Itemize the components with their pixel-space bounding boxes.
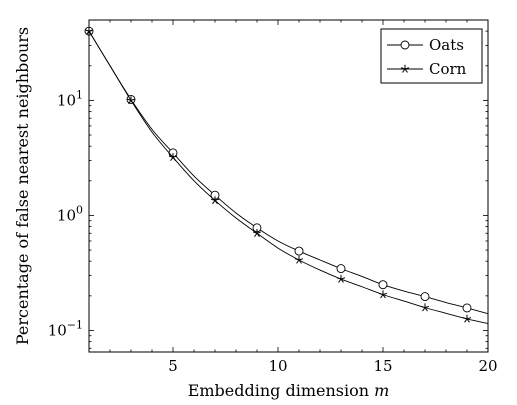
- legend-marker-corn: [400, 64, 410, 73]
- data-point-corn: [252, 229, 262, 237]
- data-point-oats: [294, 246, 304, 256]
- data-point-corn: [294, 255, 304, 264]
- legend-marker-oats: [400, 40, 410, 50]
- y-tick-base: 10: [57, 91, 76, 109]
- y-tick-base: 10: [48, 321, 67, 339]
- y-tick-label: 100: [57, 203, 83, 224]
- data-point-oats: [378, 280, 388, 290]
- legend-box: [380, 28, 483, 84]
- y-tick-label: 10−1: [48, 318, 83, 339]
- x-tick-label: 15: [373, 357, 392, 375]
- y-tick-exponent: 1: [76, 88, 83, 101]
- y-tick-base: 10: [57, 206, 76, 224]
- legend-label-corn: Corn: [429, 60, 467, 78]
- legend: Oats Corn: [380, 28, 483, 84]
- data-point-corn: [210, 196, 220, 205]
- x-axis-label: Embedding dimension m: [188, 381, 390, 400]
- x-tick-label: 10: [268, 357, 287, 375]
- y-tick-label: 101: [57, 88, 83, 109]
- y-tick-exponent: 0: [76, 203, 83, 216]
- data-point-oats: [336, 264, 346, 274]
- y-axis-label: Percentage of false nearest neighbours: [13, 27, 32, 345]
- data-point-oats: [462, 303, 472, 313]
- data-point-corn: [336, 274, 346, 283]
- data-point-corn: [420, 303, 430, 312]
- data-point-corn: [378, 290, 388, 299]
- data-point-corn: [126, 96, 136, 105]
- legend-label-oats: Oats: [429, 36, 464, 54]
- data-point-corn: [462, 314, 472, 323]
- plot-frame: [88, 19, 489, 353]
- data-point-oats: [420, 292, 430, 302]
- x-tick-label: 20: [478, 357, 497, 375]
- x-axis-label-variable: m: [374, 381, 389, 400]
- chart-marks: [84, 26, 489, 324]
- data-point-corn: [168, 153, 178, 162]
- x-tick-label: 5: [168, 357, 178, 375]
- x-axis-label-text: Embedding dimension: [188, 381, 374, 400]
- y-tick-exponent: −1: [67, 318, 83, 331]
